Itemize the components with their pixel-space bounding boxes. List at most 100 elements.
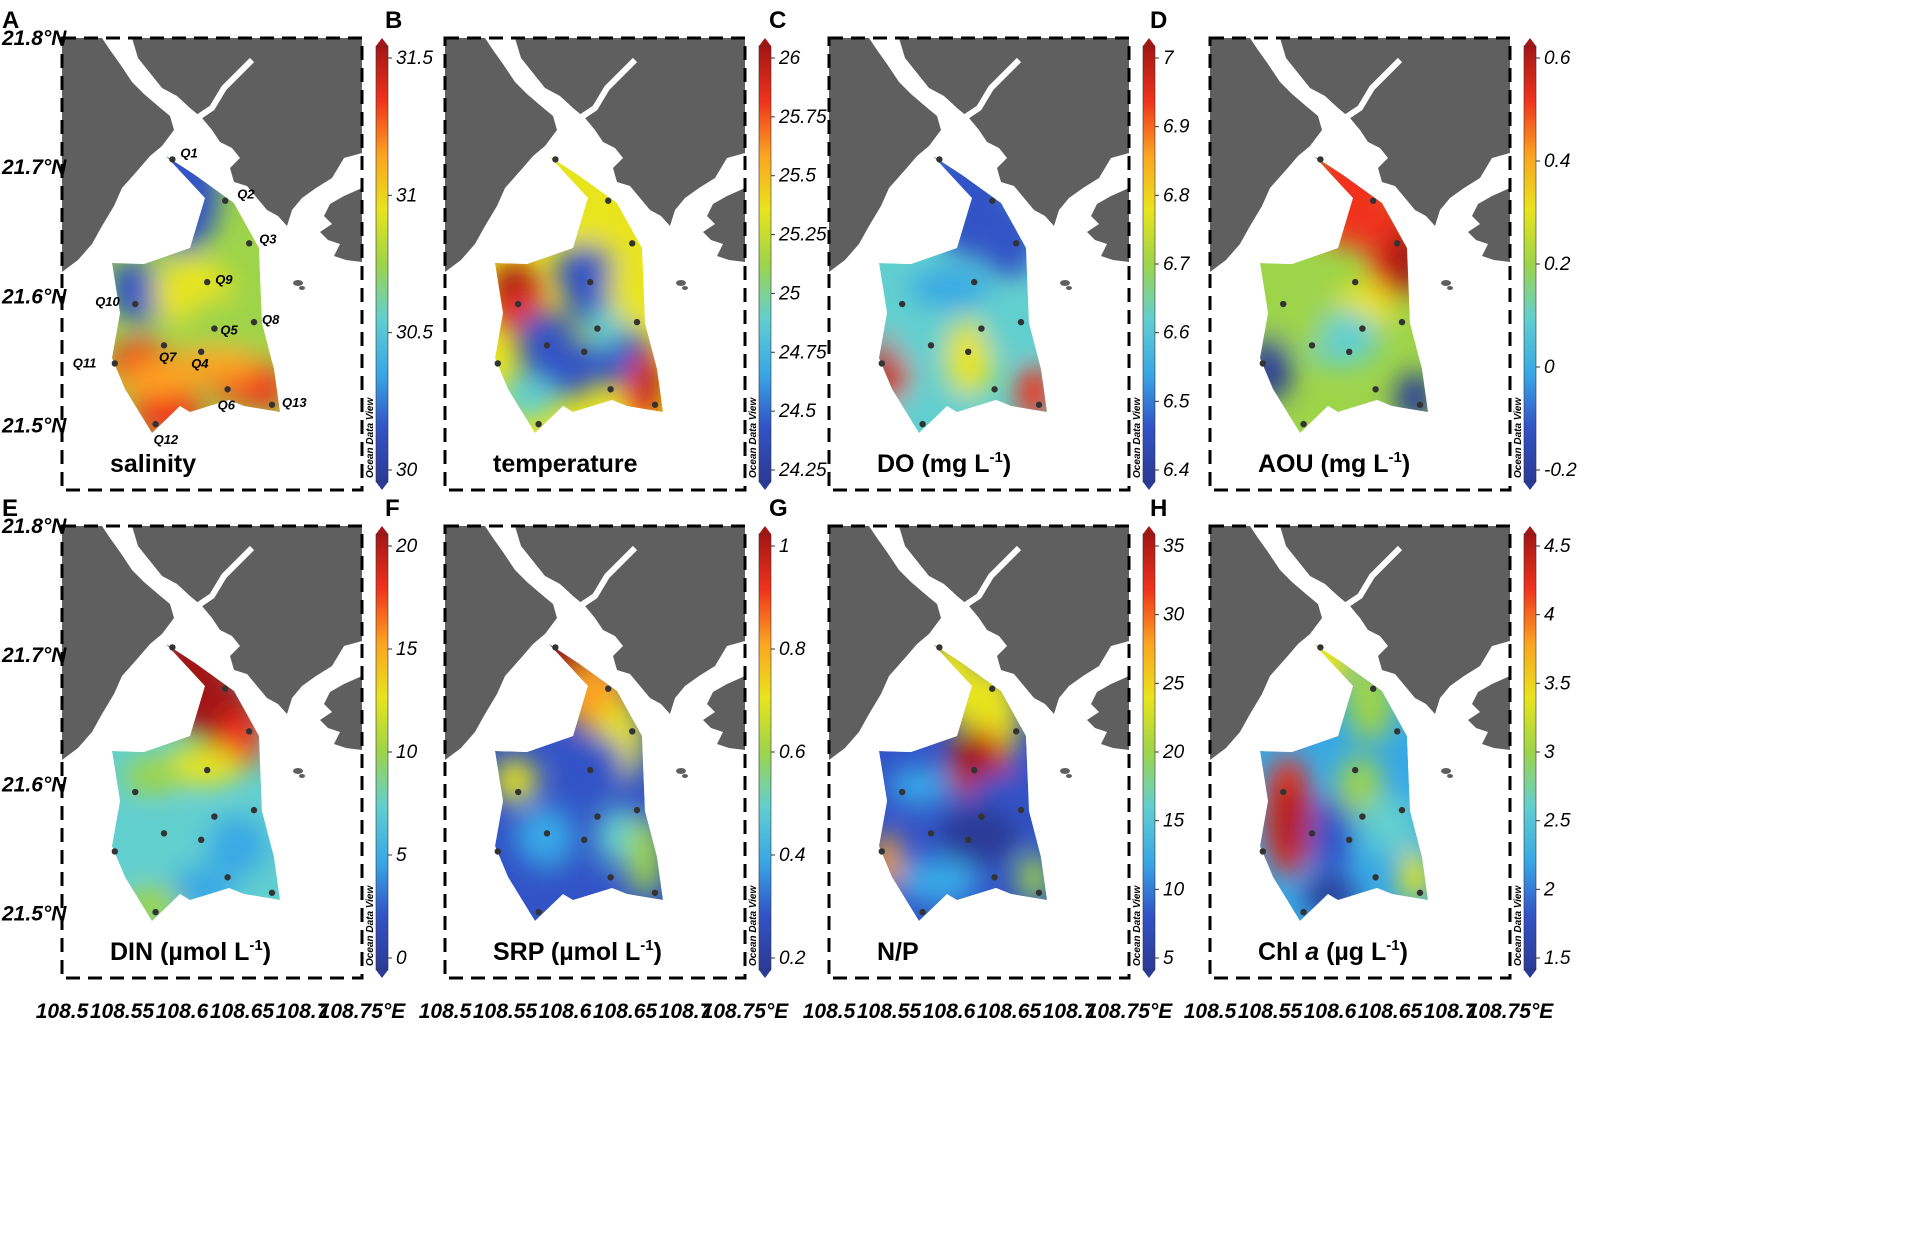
station-point (211, 325, 218, 332)
station-point (633, 318, 641, 326)
colorbar: Ocean Data View 7 6.9 6.8 6.7 6.6 6.5 6.4 (1132, 38, 1191, 490)
stations: Q1 Q2 Q3 Q9 Q10 Q8 Q5 Q7 Q4 Q11 Q6 Q13 Q12 (73, 145, 308, 447)
field-patch (515, 806, 575, 866)
station-point (1346, 836, 1353, 844)
station-point (160, 830, 168, 837)
field-patch (182, 298, 262, 358)
station-point (152, 420, 159, 428)
stations (494, 156, 659, 428)
panel-d: D AOU (mg L-1) Ocean Data View 0.6 0.4 0.2 0 -0… (1150, 7, 1577, 492)
panel-letter: D (1150, 7, 1167, 34)
stations (494, 644, 659, 916)
station-point (1259, 848, 1266, 855)
field-patch (124, 756, 180, 796)
station-point (1416, 889, 1424, 896)
land-west (445, 526, 557, 760)
colorbar-tick-label: 25 (1162, 673, 1185, 694)
station-point (1398, 318, 1406, 326)
station-point (878, 360, 885, 367)
lon-tick-label: 108.55 (90, 1000, 155, 1023)
station-label: Q2 (237, 187, 255, 202)
map-area (445, 526, 745, 978)
colorbar-tick-label: 4.5 (1544, 536, 1571, 557)
island (530, 132, 536, 136)
colorbar-ramp (375, 533, 389, 971)
colorbar-extend-top (1524, 526, 1536, 534)
island (103, 98, 109, 102)
land (1210, 526, 1510, 778)
land-east (320, 676, 362, 750)
station-point (989, 197, 996, 204)
colorbar-extend-bottom (1524, 970, 1536, 978)
colorbar-ramp (758, 533, 772, 971)
station-point (224, 386, 231, 393)
station-point (1300, 908, 1307, 916)
station-point (936, 644, 943, 651)
island (116, 115, 124, 121)
station-label: Q3 (259, 231, 277, 246)
station-point (1394, 728, 1401, 735)
watermark-label: Ocean Data View (1513, 397, 1524, 478)
island (1441, 768, 1451, 774)
land-west (1210, 38, 1322, 272)
map-frame (827, 524, 1131, 980)
station-point (169, 156, 176, 163)
station-point (543, 342, 551, 349)
island (1060, 768, 1070, 774)
colorbar: Ocean Data View 4.5 4 3.5 3 2.5 2 1.5 (1513, 526, 1571, 978)
island (486, 586, 492, 590)
panel-letter: H (1150, 495, 1167, 522)
field-patch (889, 310, 949, 366)
station-point (587, 766, 594, 774)
colorbar-extend-bottom (376, 970, 388, 978)
colorbar-extend-bottom (1143, 970, 1155, 978)
watermark-label: Ocean Data View (748, 885, 759, 966)
panel-f: F SRP (µmol L-1) Ocean Data View 1 0.8 0.6 0.4… (385, 495, 806, 1023)
station-point (160, 342, 168, 349)
colorbar-extend-top (1143, 526, 1155, 534)
lat-tick-label: 21.6°N (1, 773, 67, 796)
colorbar-extend-top (376, 526, 388, 534)
station-point (169, 644, 176, 651)
station-point (198, 836, 205, 844)
field-patch (980, 302, 1028, 354)
colorbar-tick-label: 6.8 (1163, 185, 1190, 206)
station-label: Q13 (282, 395, 307, 410)
station-point (111, 360, 118, 367)
station-point (1035, 401, 1043, 408)
lat-tick-label: 21.8°N (1, 515, 67, 538)
land-west (62, 526, 174, 760)
island (914, 620, 920, 624)
land-north (1280, 38, 1510, 226)
island (530, 620, 536, 624)
field-patch (1308, 796, 1352, 876)
station-point (1352, 766, 1359, 774)
colorbar-tick-label: 4 (1544, 605, 1555, 626)
island (1295, 132, 1301, 136)
colorbar-tick-label: 25.75 (778, 107, 827, 128)
land (1210, 38, 1510, 290)
station-point (587, 278, 594, 286)
station-point (1370, 197, 1377, 204)
station-point (198, 348, 205, 356)
island (682, 286, 688, 290)
colorbar-tick-label: 6.5 (1163, 391, 1190, 412)
station-point (1017, 318, 1025, 326)
land-east (1468, 676, 1510, 750)
field-patch (1018, 854, 1047, 902)
station-point (111, 848, 118, 855)
station-point (991, 386, 998, 393)
river-channel (946, 57, 1022, 140)
station-point (1352, 278, 1359, 286)
field-contour (879, 156, 1047, 433)
colorbar-tick-label: 2 (1543, 879, 1555, 900)
colorbar-extend-bottom (1524, 482, 1536, 490)
station-point (651, 401, 659, 408)
station-label: Q10 (95, 294, 120, 309)
colorbar-tick-label: 20 (395, 536, 418, 557)
land-north (132, 526, 362, 714)
colorbar-tick-label: 15 (396, 639, 418, 660)
station-point (651, 889, 659, 896)
colorbar: Ocean Data View 0.6 0.4 0.2 0 -0.2 (1513, 38, 1577, 490)
field-patch (608, 248, 652, 328)
